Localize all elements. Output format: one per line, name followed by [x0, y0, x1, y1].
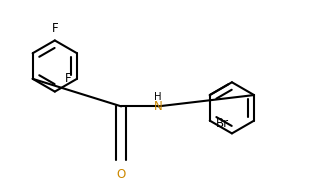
- Text: N: N: [154, 100, 163, 113]
- Text: Br: Br: [216, 117, 229, 130]
- Text: H: H: [154, 93, 162, 103]
- Text: O: O: [117, 168, 126, 181]
- Text: F: F: [52, 22, 58, 34]
- Text: F: F: [65, 72, 71, 85]
